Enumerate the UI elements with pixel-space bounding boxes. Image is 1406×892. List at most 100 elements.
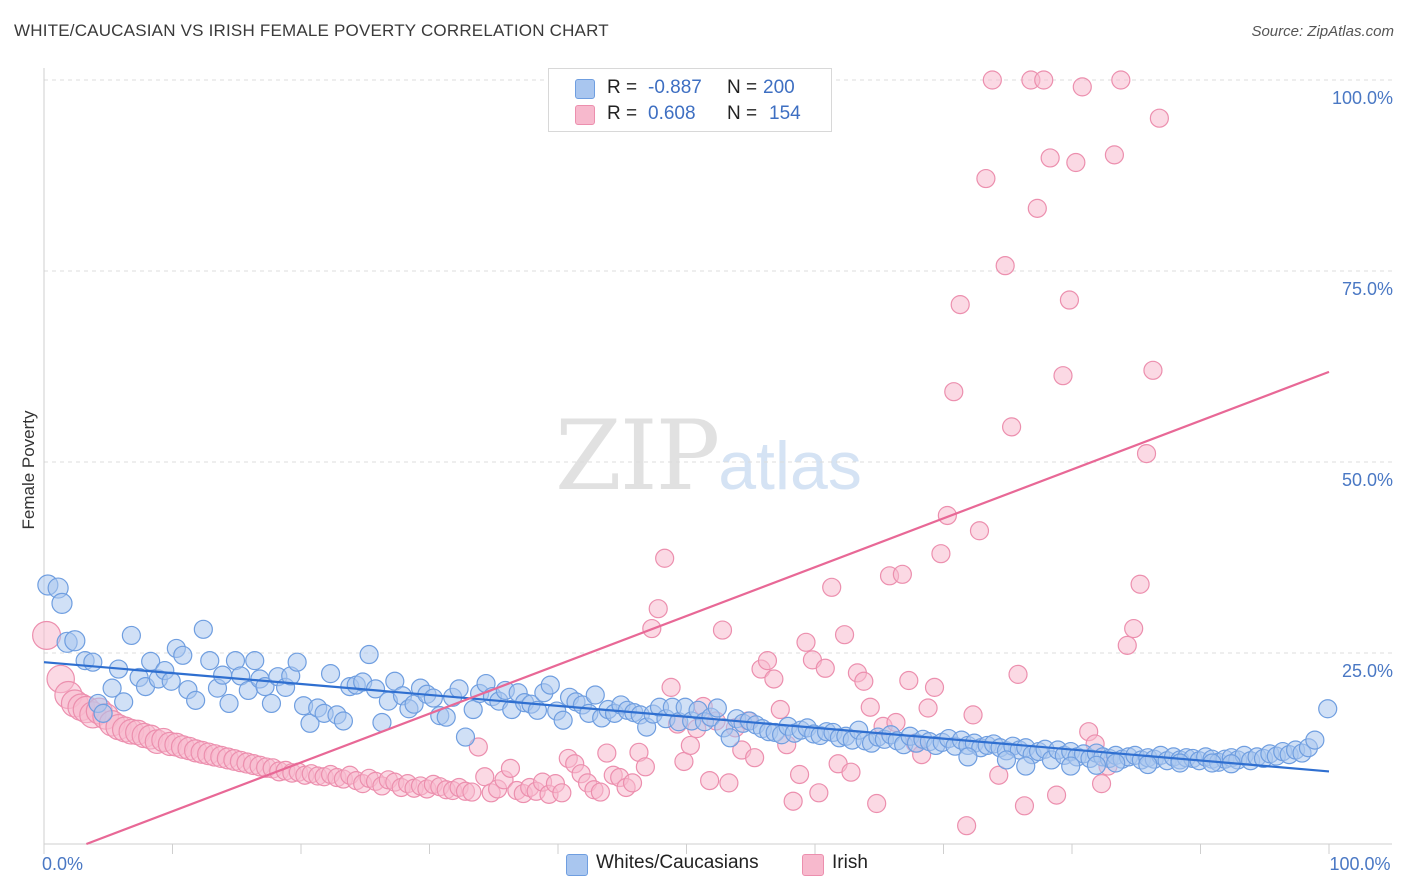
irish-point <box>1053 366 1073 386</box>
white-point <box>219 693 239 714</box>
y-tick-label: 50.0% <box>1342 470 1393 490</box>
irish-point <box>796 632 816 652</box>
irish-point <box>1124 618 1144 639</box>
white-point <box>449 679 469 699</box>
irish-point <box>680 735 700 756</box>
irish-point <box>841 762 861 782</box>
irish-point <box>1046 785 1067 805</box>
irish-point <box>944 382 964 402</box>
white-point <box>1106 753 1126 773</box>
legend-swatch-white <box>575 79 595 99</box>
irish-point <box>757 651 778 671</box>
y-tick-label: 100.0% <box>1332 88 1393 108</box>
legend-n-value: 200 <box>763 77 795 98</box>
y-tick-label: 25.0% <box>1342 661 1393 681</box>
white-point <box>173 645 193 665</box>
irish-point <box>1136 443 1157 464</box>
white-point <box>320 664 341 684</box>
white-point <box>114 692 134 712</box>
legend-n-label: N = <box>727 103 758 124</box>
irish-point <box>809 783 829 803</box>
irish-point <box>815 658 835 678</box>
y-tick-label: 75.0% <box>1342 279 1393 299</box>
irish-point <box>822 577 842 597</box>
white-point <box>423 688 443 708</box>
white-point <box>1170 753 1190 773</box>
irish-point <box>635 757 655 777</box>
irish-point <box>860 697 880 717</box>
irish-point <box>1072 77 1092 97</box>
white-point <box>359 644 379 665</box>
legend-swatch-irish <box>575 105 595 125</box>
irish-point <box>854 671 874 691</box>
irish-point <box>770 699 790 720</box>
white-point <box>200 651 220 671</box>
irish-point <box>1066 152 1086 173</box>
white-point <box>1305 730 1325 750</box>
white-point <box>1086 755 1107 775</box>
irish-point <box>745 748 765 768</box>
irish-point <box>468 737 488 757</box>
irish-point <box>918 698 938 718</box>
white-point <box>287 652 307 672</box>
irish-point <box>995 256 1015 276</box>
bottom-legend-label-irish: Irish <box>832 852 868 873</box>
legend-row-irish: R = 0.608 N = 154 <box>549 101 831 127</box>
watermark-atlas: atlas <box>718 428 862 504</box>
legend-r-value: -0.887 <box>648 77 702 98</box>
irish-point <box>957 816 977 836</box>
irish-point <box>1104 145 1125 165</box>
white-point <box>996 750 1017 770</box>
white-point <box>527 700 548 720</box>
white-point <box>333 711 354 731</box>
white-point <box>51 592 73 614</box>
legend-n-value: 154 <box>769 103 801 124</box>
axes <box>43 68 1392 854</box>
irish-point <box>1130 574 1150 594</box>
white-point <box>958 747 978 767</box>
irish-point <box>931 544 951 564</box>
white-point <box>213 665 233 685</box>
white-point <box>455 727 476 747</box>
series-white-points <box>37 574 1338 776</box>
irish-point <box>552 783 572 803</box>
x-tick-labels: 0.0% 100.0% <box>42 854 1391 874</box>
legend-row-white: R = -0.887 N = 200 <box>549 75 831 101</box>
irish-point <box>937 505 957 526</box>
irish-point <box>1040 148 1060 168</box>
irish-point <box>1117 635 1137 655</box>
irish-point <box>834 625 855 645</box>
legend-n-label: N = <box>727 77 758 98</box>
irish-point <box>1002 417 1022 437</box>
trend-line-irish <box>86 370 1330 846</box>
white-point <box>121 625 141 646</box>
irish-point <box>969 521 990 541</box>
source-credit: Source: ZipAtlas.com <box>1251 23 1394 40</box>
irish-point <box>1091 774 1112 794</box>
x-tick-label: 100.0% <box>1329 854 1390 874</box>
irish-point <box>1143 360 1163 380</box>
bottom-legend-swatch-irish <box>802 854 824 876</box>
trend-lines <box>43 370 1330 846</box>
watermark-zip: ZIP <box>555 400 720 512</box>
irish-point <box>597 743 617 763</box>
irish-point <box>963 705 983 725</box>
legend-r-value: 0.608 <box>648 103 696 124</box>
irish-point <box>1149 108 1169 128</box>
white-point <box>1318 699 1338 719</box>
irish-point <box>648 599 668 619</box>
irish-point <box>500 758 521 778</box>
irish-point <box>700 770 720 791</box>
irish-point <box>867 793 887 814</box>
chart-title: WHITE/CAUCASIAN VS IRISH FEMALE POVERTY … <box>14 21 609 40</box>
irish-point <box>892 564 912 584</box>
irish-point <box>622 773 643 793</box>
bottom-legend-label-white: Whites/Caucasians <box>596 852 759 873</box>
irish-point <box>655 548 675 568</box>
white-point <box>93 703 113 723</box>
irish-point <box>1008 664 1028 684</box>
bottom-legend-swatch-white <box>566 854 588 876</box>
series-irish-points <box>32 70 1169 836</box>
white-point <box>436 707 456 727</box>
